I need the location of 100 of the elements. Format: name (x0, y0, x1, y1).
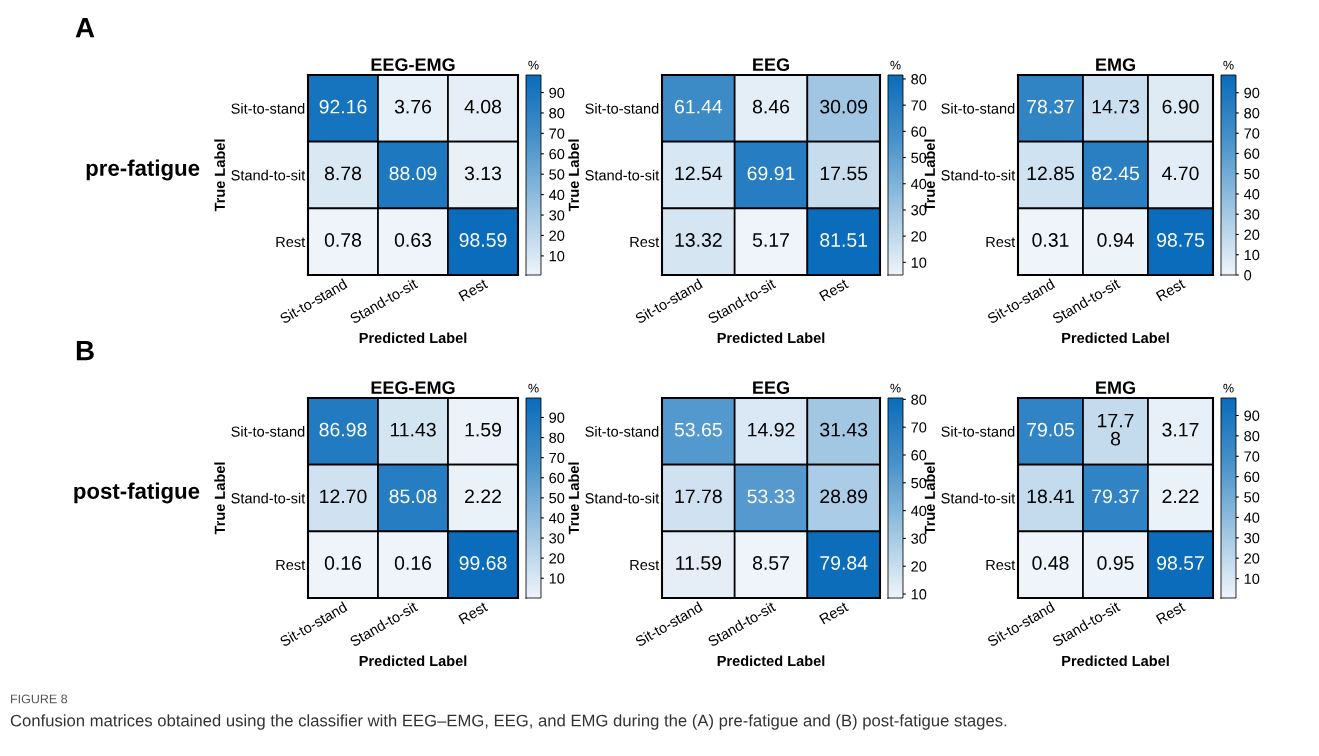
y-tick-label: Sit-to-stand (231, 426, 305, 437)
y-tick-label: Rest (276, 236, 306, 248)
color-bar-label: 20 (549, 230, 565, 241)
color-bar-label: 50 (549, 492, 565, 504)
data-label: 61.44 (674, 99, 723, 114)
y-tick-label: Stand-to-sit (231, 169, 306, 181)
data-label: 92.16 (319, 99, 367, 114)
x-tick-label: Rest (819, 601, 849, 625)
data-label: 99.68 (459, 556, 507, 570)
chart-title: EEG (753, 58, 789, 72)
data-label: 11.59 (676, 556, 722, 570)
x-axis-title: Predicted Label (717, 332, 825, 344)
color-bar-label: 50 (549, 169, 565, 180)
data-label: 17.7 8 (1098, 413, 1134, 446)
data-label: 0.16 (394, 556, 432, 570)
color-bar-label: 70 (1244, 451, 1260, 462)
color-bar-label: 80 (549, 108, 565, 119)
data-label: 0.31 (1032, 233, 1069, 247)
data-label: 28.89 (820, 489, 868, 504)
color-bar-label: 70 (549, 128, 565, 139)
x-tick-label: Rest (1155, 601, 1186, 625)
data-label: 17.78 (675, 489, 722, 504)
y-tick-label: Sit-to-stand (231, 103, 305, 114)
color-bar-label: 50 (1244, 492, 1260, 503)
y-axis-title: True Label (214, 139, 225, 212)
y-tick-label: Sit-to-stand (941, 426, 1015, 437)
data-label: 98.75 (1157, 233, 1205, 247)
caption: FIGURE 8 (11, 694, 68, 704)
y-axis-title: True Label (214, 462, 225, 535)
y-tick-label: Stand-to-sit (231, 492, 306, 504)
x-axis-title: Predicted Label (1062, 655, 1169, 667)
color-bar-title: % (1223, 60, 1234, 70)
x-tick-label: Rest (458, 278, 489, 302)
x-axis-title: Predicted Label (1062, 332, 1169, 344)
color-bar-title: % (528, 60, 539, 70)
data-label: 2.22 (465, 489, 501, 504)
color-bar-label: 10 (911, 257, 927, 268)
data-label: 11.43 (390, 422, 436, 437)
color-bar-label: 20 (911, 561, 927, 572)
data-label: 8.46 (752, 99, 790, 114)
data-label: 14.92 (748, 422, 795, 437)
color-bar-label: 60 (1244, 471, 1260, 483)
data-label: 31.43 (820, 422, 868, 437)
data-label: 79.37 (1092, 489, 1139, 504)
color-bar-label: 40 (548, 513, 565, 524)
text: post-fatigue (74, 482, 200, 504)
color-bar-label: 90 (549, 87, 565, 98)
data-label: 86.98 (319, 422, 367, 437)
color-bar-label: 40 (1243, 189, 1260, 200)
color-bar-label: 30 (911, 533, 927, 544)
color-bar-label: 10 (549, 250, 565, 262)
y-tick-label: Stand-to-sit (941, 492, 1016, 504)
color-bar-label: 30 (1244, 532, 1260, 544)
color-bar-label: 40 (548, 189, 565, 201)
color-bar-label: 0 (1244, 270, 1252, 281)
x-axis-title: Predicted Label (717, 655, 825, 667)
color-bar-title: % (890, 383, 901, 393)
data-label: 0.48 (1032, 556, 1069, 570)
data-label: 0.63 (394, 233, 432, 247)
data-label: 8.78 (324, 166, 362, 181)
color-bar-label: 50 (1244, 168, 1260, 180)
color-bar-label: 10 (911, 589, 927, 600)
y-tick-label: Rest (630, 559, 660, 571)
y-tick-label: Rest (276, 559, 306, 571)
color-bar-label: 60 (1244, 148, 1260, 159)
color-bar-label: 10 (549, 573, 565, 584)
data-label: 0.95 (1097, 556, 1134, 570)
x-tick-label: Rest (1155, 278, 1186, 302)
data-label: 69.91 (747, 166, 795, 181)
y-tick-label: Sit-to-stand (941, 103, 1015, 114)
data-label: 88.09 (389, 166, 437, 181)
y-tick-label: Rest (630, 236, 660, 248)
data-label: 12.54 (675, 166, 723, 181)
text: Confusion matrices obtained using the classifier with EEG–EMG, EEG, and EMG during the (A) pre-fatigue and (B) post-fatigue stages. (10, 714, 1007, 730)
data-label: 6.90 (1162, 99, 1199, 114)
data-label: 2.22 (1162, 489, 1199, 504)
color-bar-label: 60 (911, 126, 927, 137)
chart-title: EEG-EMG (371, 381, 455, 395)
data-label: 85.08 (389, 489, 437, 504)
data-label: 3.76 (394, 99, 432, 114)
data-label: 81.51 (820, 233, 868, 247)
color-bar-label: 60 (549, 472, 565, 484)
chart-title: EMG (1096, 381, 1135, 395)
data-label: 4.08 (464, 99, 502, 114)
chart-title: EEG-EMG (371, 58, 455, 72)
y-tick-label: Stand-to-sit (585, 169, 660, 181)
y-tick-label: Sit-to-stand (585, 103, 659, 114)
color-bar-label: 60 (549, 148, 565, 160)
data-label: 12.70 (320, 489, 367, 504)
data-label: 0.16 (324, 556, 362, 570)
data-label: 30.09 (820, 99, 868, 114)
text: B (76, 341, 94, 361)
color-bar-label: 20 (1244, 553, 1260, 564)
data-label: 98.59 (459, 233, 507, 247)
color-bar-label: 90 (1244, 87, 1260, 99)
color-bar-label: 30 (1244, 209, 1260, 220)
data-label: 13.32 (675, 233, 722, 247)
y-tick-label: Sit-to-stand (585, 426, 659, 437)
x-axis-title: Predicted Label (359, 332, 467, 344)
data-label: 14.73 (1092, 99, 1139, 114)
